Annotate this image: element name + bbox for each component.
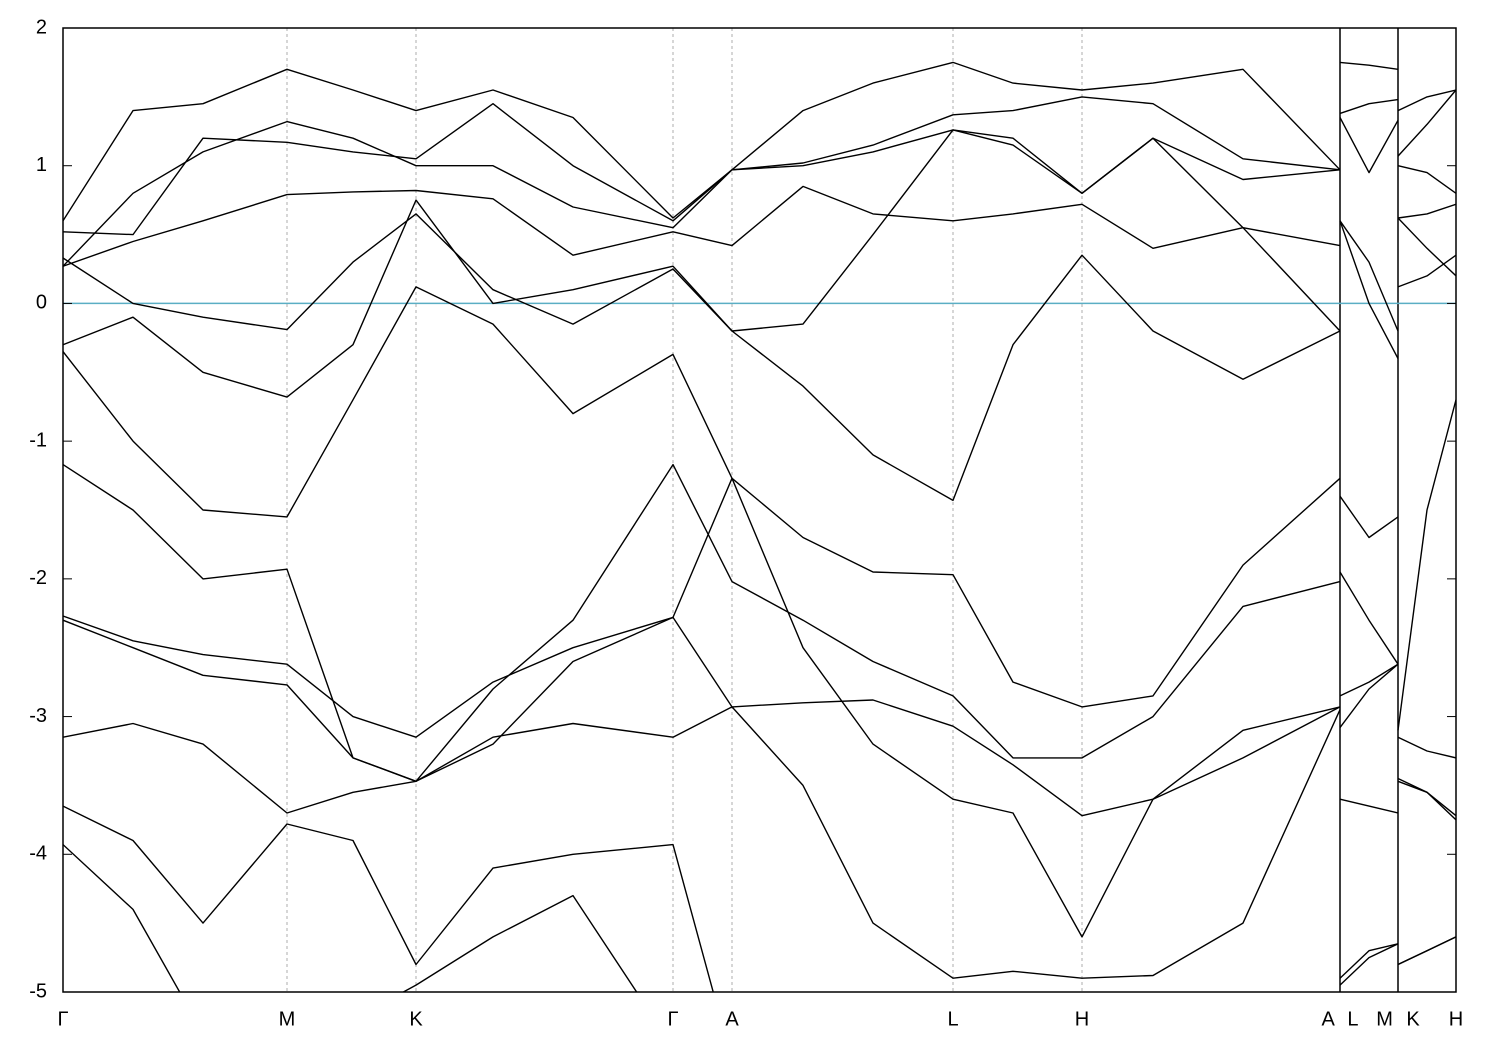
band: [63, 61, 1456, 222]
band: [63, 185, 1456, 332]
plot-area: [63, 28, 1456, 992]
y-tick-label: 0: [36, 292, 47, 314]
y-tick-label: -2: [29, 567, 47, 589]
x-tick-label: Γ: [667, 1008, 678, 1030]
band: [63, 463, 1456, 782]
x-tick-label: K: [409, 1008, 423, 1030]
y-tick-label: -3: [29, 705, 47, 727]
y-tick-label: -1: [29, 429, 47, 451]
x-tick-label: M K: [1376, 1008, 1420, 1030]
x-tick-label: A: [725, 1008, 739, 1030]
band: [63, 805, 1456, 992]
band: [63, 89, 1456, 236]
x-tick-label: M: [279, 1008, 296, 1030]
band: [63, 129, 1456, 359]
x-tick-label: H: [1449, 1008, 1463, 1030]
y-tick-label: -4: [29, 843, 47, 865]
band: [63, 615, 1456, 817]
y-tick-label: 1: [36, 154, 47, 176]
band: [63, 477, 1456, 938]
band: [63, 844, 638, 992]
band: [63, 706, 1456, 986]
band: [63, 117, 1456, 267]
y-tick-label: -5: [29, 980, 47, 1002]
band: [63, 199, 1456, 539]
x-tick-label: Γ: [57, 1008, 68, 1030]
band: [63, 286, 1456, 731]
plot-frame: [62, 27, 1457, 993]
x-tick-label: L: [947, 1008, 958, 1030]
x-tick-label: A L: [1322, 1008, 1359, 1030]
x-tick-label: H: [1075, 1008, 1089, 1030]
y-tick-label: 2: [36, 16, 47, 38]
